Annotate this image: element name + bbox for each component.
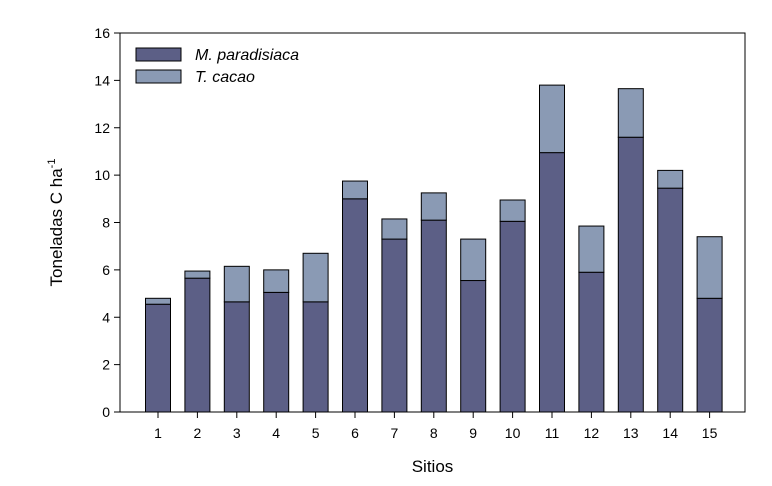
x-axis: 1 2 3 4 5 6 7 8 9 10 11 12 13 14 15 (154, 412, 718, 441)
x-tick-label: 13 (623, 425, 639, 441)
bar-t-cacao-site-10 (499, 199, 526, 222)
bar-m-paradisiaca-site-12 (578, 271, 605, 413)
y-axis-title: Toneladas C ha-1 (46, 159, 66, 287)
bar-m-paradisiaca-site-5 (302, 301, 329, 413)
bar-t-cacao-site-6 (342, 180, 368, 200)
bar-t-cacao-site-9 (460, 238, 487, 282)
bar-t-cacao-site-12 (578, 225, 605, 273)
bar-m-paradisiaca-site-6 (342, 198, 368, 413)
x-tick-label: 15 (702, 425, 718, 441)
y-axis-title-superscript: -1 (46, 159, 58, 169)
y-tick-label: 10 (94, 167, 110, 183)
y-tick-label: 6 (102, 262, 110, 278)
y-tick-label: 2 (102, 357, 110, 373)
x-tick-label: 5 (312, 425, 320, 441)
bar-m-paradisiaca-site-13 (617, 136, 644, 413)
y-tick-label: 0 (102, 404, 110, 420)
y-tick-label: 12 (94, 120, 110, 136)
x-tick-label: 3 (233, 425, 241, 441)
bar-m-paradisiaca-site-7 (381, 238, 408, 413)
bar-m-paradisiaca-site-14 (657, 187, 684, 413)
y-axis-title-main: Toneladas C ha (47, 168, 66, 287)
x-tick-label: 4 (272, 425, 280, 441)
bar-m-paradisiaca-site-2 (184, 277, 211, 413)
bar-t-cacao-site-15 (696, 236, 723, 299)
bar-t-cacao-site-4 (263, 269, 290, 293)
bar-t-cacao-site-13 (617, 88, 644, 138)
bar-m-paradisiaca-site-4 (263, 291, 290, 413)
bar-m-paradisiaca-site-3 (223, 301, 250, 413)
bar-m-paradisiaca-site-10 (499, 220, 526, 413)
x-tick-label: 7 (391, 425, 399, 441)
y-axis: 0 2 4 6 8 10 12 14 16 (94, 25, 120, 420)
bars-layer (145, 84, 723, 413)
bar-t-cacao-site-3 (223, 265, 250, 303)
x-tick-label: 9 (469, 425, 477, 441)
bar-m-paradisiaca-site-1 (145, 303, 171, 413)
y-tick-label: 16 (94, 25, 110, 41)
bar-t-cacao-site-5 (302, 252, 329, 303)
bar-t-cacao-site-2 (184, 270, 211, 279)
bar-t-cacao-site-14 (657, 169, 684, 189)
y-tick-label: 4 (102, 309, 110, 325)
legend-swatch-m-paradisiaca (135, 47, 182, 62)
bar-m-paradisiaca-site-8 (420, 219, 447, 413)
bar-m-paradisiaca-site-9 (460, 280, 487, 413)
x-tick-label: 1 (154, 425, 162, 441)
legend-label-t-cacao: T. cacao (195, 69, 255, 86)
y-tick-label: 14 (94, 72, 110, 88)
bar-t-cacao-site-8 (420, 192, 447, 221)
bar-m-paradisiaca-site-11 (539, 152, 565, 413)
y-tick-label: 8 (102, 215, 110, 231)
bar-t-cacao-site-11 (539, 84, 565, 154)
x-tick-label: 11 (545, 425, 560, 441)
x-tick-label: 6 (351, 425, 359, 441)
x-tick-label: 12 (584, 425, 600, 441)
x-tick-label: 8 (430, 425, 438, 441)
bar-m-paradisiaca-site-15 (696, 297, 723, 413)
legend-label-m-paradisiaca: M. paradisiaca (195, 47, 299, 64)
bar-t-cacao-site-1 (145, 297, 171, 305)
x-tick-label: 10 (505, 425, 521, 441)
x-tick-label: 14 (662, 425, 678, 441)
bar-t-cacao-site-7 (381, 218, 408, 240)
x-tick-label: 2 (194, 425, 202, 441)
legend: M. paradisiaca T. cacao (135, 47, 299, 86)
x-axis-title: Sitios (412, 457, 454, 476)
legend-swatch-t-cacao (135, 69, 182, 84)
